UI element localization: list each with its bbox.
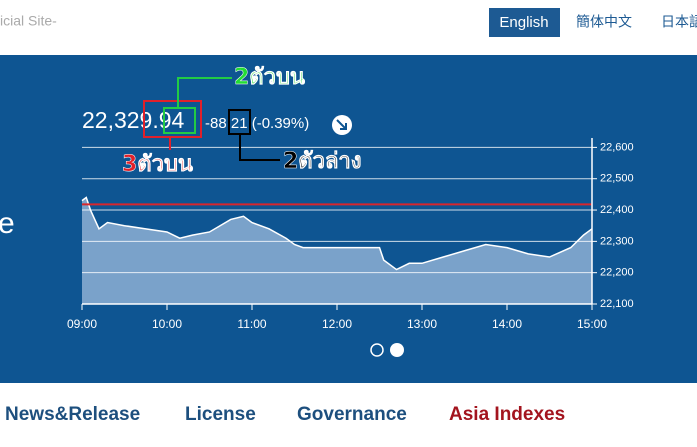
- x-tick-label: 15:00: [577, 317, 607, 331]
- red-box: [143, 100, 202, 138]
- nav-item[interactable]: Asia Indexes: [449, 404, 565, 425]
- price: 22,329.94: [82, 107, 185, 133]
- green-leader: [177, 77, 232, 108]
- lang-chinese[interactable]: 簡体中文: [576, 14, 632, 30]
- y-tick-label: 22,400: [600, 204, 634, 216]
- x-tick-label: 13:00: [407, 317, 437, 331]
- black-leader: [239, 134, 280, 161]
- nav-item[interactable]: Governance: [297, 404, 407, 425]
- x-tick-label: 14:00: [492, 317, 522, 331]
- x-tick-label: 11:00: [237, 317, 266, 331]
- site-text: icial Site-: [0, 13, 57, 29]
- annotation-red: 3ตัวบน: [122, 152, 193, 177]
- y-tick-label: 22,300: [600, 235, 634, 247]
- y-tick-label: 22,100: [600, 298, 634, 310]
- annotation-black: 2ตัวล่าง: [283, 149, 362, 174]
- nav-item[interactable]: License: [185, 404, 256, 425]
- y-tick-label: 22,200: [600, 267, 634, 279]
- direction-arrow: [336, 119, 347, 130]
- chart: 22,100 22,200 22,300 22,400 22,500 22,600 09:0…: [67, 138, 634, 331]
- x-tick-label: 12:00: [322, 317, 352, 331]
- y-tick-label: 22,500: [600, 173, 634, 185]
- hero-panel: [0, 55, 697, 383]
- pager-dot-active[interactable]: [390, 343, 404, 357]
- hero-left-text: e: [0, 207, 15, 240]
- nav-item[interactable]: News&Release: [5, 404, 140, 425]
- annotation-green: 2ตัวบน: [234, 65, 305, 90]
- english-button[interactable]: [489, 8, 560, 37]
- green-box: [163, 107, 196, 134]
- lang-japanese[interactable]: 日本語: [661, 14, 697, 30]
- x-tick-label: 10:00: [152, 317, 182, 331]
- change: -88.21 (-0.39%): [205, 115, 309, 132]
- x-tick-label: 09:00: [67, 317, 97, 331]
- line: [81, 196, 593, 271]
- header-bar: [0, 0, 697, 55]
- area: [82, 197, 592, 304]
- y-tick-label: 22,600: [600, 141, 634, 153]
- pager-dot[interactable]: [370, 343, 384, 357]
- lang-english[interactable]: English: [499, 14, 548, 31]
